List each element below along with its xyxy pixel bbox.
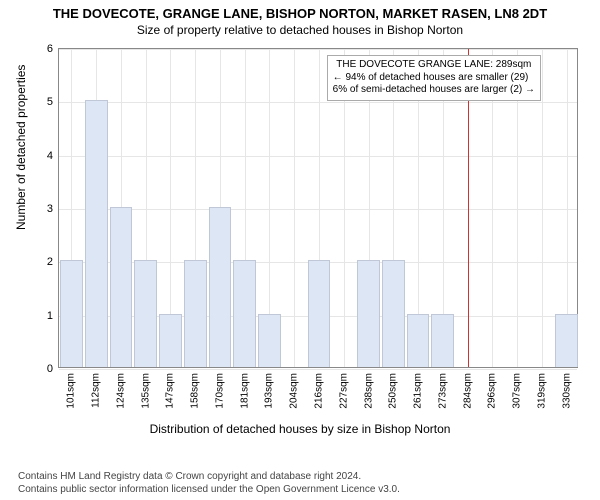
bar bbox=[357, 260, 380, 367]
y-tick-label: 4 bbox=[47, 150, 59, 162]
gridline-v bbox=[542, 49, 543, 367]
bar bbox=[184, 260, 207, 367]
chart-subtitle: Size of property relative to detached ho… bbox=[0, 21, 600, 41]
gridline-h bbox=[59, 156, 577, 157]
footer-attribution: Contains HM Land Registry data © Crown c… bbox=[0, 471, 600, 496]
x-tick-label: 319sqm bbox=[536, 373, 547, 409]
annotation-line: THE DOVECOTE GRANGE LANE: 289sqm bbox=[333, 59, 535, 72]
x-tick-label: 261sqm bbox=[413, 373, 424, 409]
x-axis-label: Distribution of detached houses by size … bbox=[0, 422, 600, 436]
x-tick-label: 112sqm bbox=[91, 373, 102, 408]
gridline-h bbox=[59, 209, 577, 210]
x-tick-label: 296sqm bbox=[487, 373, 498, 409]
y-tick-label: 2 bbox=[47, 256, 59, 268]
y-tick-label: 1 bbox=[47, 310, 59, 322]
x-tick-label: 216sqm bbox=[314, 373, 325, 409]
annotation-line: ← 94% of detached houses are smaller (29… bbox=[333, 72, 535, 85]
bar bbox=[407, 314, 430, 367]
chart-area: 0123456101sqm112sqm124sqm135sqm147sqm158… bbox=[58, 48, 578, 418]
y-tick-label: 5 bbox=[47, 96, 59, 108]
bar bbox=[209, 207, 232, 367]
x-tick-label: 193sqm bbox=[264, 373, 275, 409]
x-tick-label: 330sqm bbox=[561, 373, 572, 409]
x-tick-label: 227sqm bbox=[338, 373, 349, 409]
x-tick-label: 250sqm bbox=[388, 373, 399, 409]
annotation-box: THE DOVECOTE GRANGE LANE: 289sqm← 94% of… bbox=[327, 55, 541, 101]
bar bbox=[258, 314, 281, 367]
gridline-h bbox=[59, 49, 577, 50]
x-tick-label: 158sqm bbox=[190, 373, 201, 409]
bar bbox=[431, 314, 454, 367]
bar bbox=[308, 260, 331, 367]
chart-title: THE DOVECOTE, GRANGE LANE, BISHOP NORTON… bbox=[0, 0, 600, 21]
bar bbox=[233, 260, 256, 367]
x-tick-label: 147sqm bbox=[165, 373, 176, 409]
x-tick-label: 307sqm bbox=[512, 373, 523, 409]
y-tick-label: 3 bbox=[47, 203, 59, 215]
x-tick-label: 181sqm bbox=[239, 373, 250, 409]
bar bbox=[555, 314, 578, 367]
plot-region: 0123456101sqm112sqm124sqm135sqm147sqm158… bbox=[58, 48, 578, 368]
x-tick-label: 135sqm bbox=[140, 373, 151, 409]
gridline-v bbox=[294, 49, 295, 367]
bar bbox=[85, 100, 108, 367]
y-tick-label: 6 bbox=[47, 43, 59, 55]
y-axis-label: Number of detached properties bbox=[14, 65, 28, 230]
annotation-line: 6% of semi-detached houses are larger (2… bbox=[333, 84, 535, 97]
chart-container: THE DOVECOTE, GRANGE LANE, BISHOP NORTON… bbox=[0, 0, 600, 500]
gridline-h bbox=[59, 369, 577, 370]
bar bbox=[60, 260, 83, 367]
x-tick-label: 170sqm bbox=[214, 373, 225, 409]
bar bbox=[134, 260, 157, 367]
footer-line-2: Contains public sector information licen… bbox=[18, 484, 600, 497]
x-tick-label: 238sqm bbox=[363, 373, 374, 409]
bar bbox=[110, 207, 133, 367]
x-tick-label: 284sqm bbox=[462, 373, 473, 409]
footer-line-1: Contains HM Land Registry data © Crown c… bbox=[18, 471, 600, 484]
x-tick-label: 204sqm bbox=[289, 373, 300, 409]
x-tick-label: 273sqm bbox=[437, 373, 448, 409]
x-tick-label: 124sqm bbox=[115, 373, 126, 409]
x-tick-label: 101sqm bbox=[66, 373, 77, 409]
bar bbox=[382, 260, 405, 367]
y-tick-label: 0 bbox=[47, 363, 59, 375]
bar bbox=[159, 314, 182, 367]
gridline-h bbox=[59, 102, 577, 103]
